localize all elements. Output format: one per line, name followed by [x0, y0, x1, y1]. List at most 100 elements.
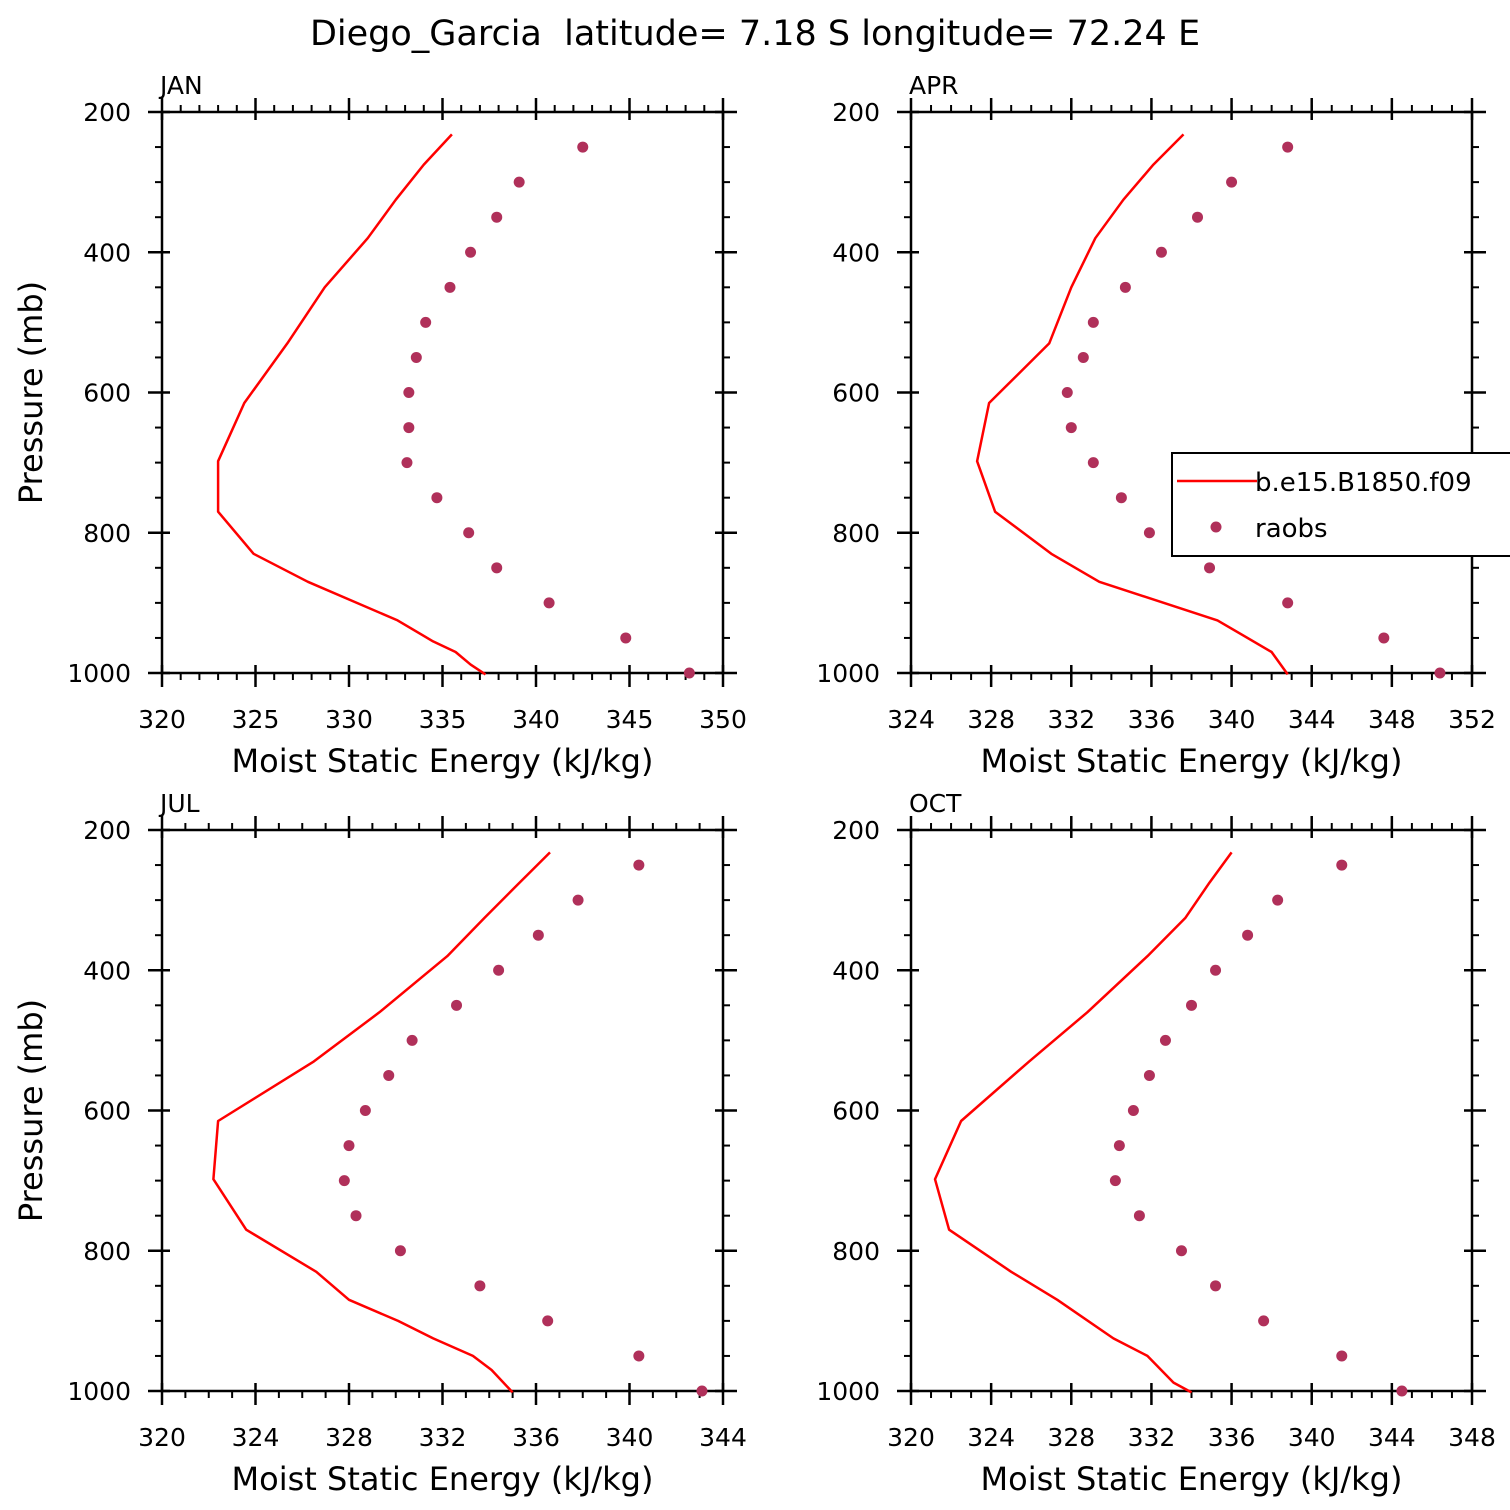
raobs-point	[359, 1105, 371, 1116]
x-tick-label: 320	[138, 705, 186, 734]
raobs-point	[543, 597, 555, 609]
raobs-point	[1282, 141, 1294, 153]
x-tick-label: 344	[699, 1423, 747, 1452]
y-axis-label: Pressure (mb)	[12, 281, 50, 504]
raobs-point	[1115, 492, 1127, 504]
y-tick-label: 200	[832, 816, 880, 845]
raobs-point	[491, 211, 503, 223]
panel-label-jul: JUL	[158, 789, 200, 818]
x-axis-label: Moist Static Energy (kJ/kg)	[981, 742, 1403, 780]
raobs-point	[451, 999, 463, 1011]
y-axis-label: Pressure (mb)	[12, 999, 50, 1222]
model-line-jan	[216, 133, 487, 676]
raobs-point	[1133, 1210, 1145, 1222]
model-line-jul	[212, 851, 551, 1394]
y-tick-label: 800	[832, 1237, 880, 1266]
raobs-point	[1282, 597, 1294, 609]
model-line-apr	[975, 133, 1289, 676]
y-tick-label: 800	[83, 1237, 131, 1266]
raobs-point	[1113, 1140, 1125, 1152]
y-tick-label: 800	[83, 519, 131, 548]
x-tick-label: 320	[138, 1423, 186, 1452]
raobs-point	[350, 1210, 362, 1222]
raobs-point	[1119, 281, 1131, 293]
figure-title: Diego_Garcia latitude= 7.18 S longitude=…	[310, 14, 1200, 54]
raobs-point	[1175, 1245, 1187, 1257]
raobs-point	[406, 1034, 418, 1046]
x-tick-label: 348	[1448, 1423, 1496, 1452]
model-line-oct	[933, 851, 1233, 1394]
raobs-point	[403, 422, 415, 434]
x-tick-label: 352	[1448, 705, 1496, 734]
raobs-point	[1210, 964, 1222, 976]
x-axis-label: Moist Static Energy (kJ/kg)	[981, 1460, 1403, 1498]
raobs-point	[403, 387, 415, 398]
x-tick-label: 332	[419, 1423, 467, 1452]
raobs-point	[683, 667, 695, 679]
x-tick-label: 344	[1288, 705, 1336, 734]
raobs-point	[1143, 1069, 1155, 1081]
panel-oct: 320 324 328 332 336 340 344 348 200 400 600 800 1000…	[816, 789, 1495, 1498]
raobs-point	[444, 281, 456, 293]
raobs-point	[1378, 632, 1390, 644]
legend-dot-swatch	[1210, 521, 1222, 533]
panel-label-apr: APR	[909, 71, 959, 100]
y-tick-label: 1000	[816, 659, 880, 688]
x-axis-label: Moist Static Energy (kJ/kg)	[232, 1460, 654, 1498]
x-tick-label: 350	[699, 705, 747, 734]
y-tick-label: 400	[83, 956, 131, 985]
y-tick-label: 200	[83, 98, 131, 127]
raobs-point	[1065, 422, 1077, 434]
x-tick-label: 324	[967, 1423, 1015, 1452]
panel-label-oct: OCT	[909, 789, 962, 818]
y-tick-label: 400	[832, 956, 880, 985]
legend-entry-model: b.e15.B1850.f09	[1255, 468, 1472, 498]
y-tick-label: 1000	[67, 659, 131, 688]
legend-entry-raobs: raobs	[1255, 514, 1328, 544]
legend: b.e15.B1850.f09 raobs	[1171, 452, 1510, 557]
raobs-point	[1186, 999, 1197, 1011]
x-tick-label: 336	[512, 1423, 560, 1452]
raobs-point	[696, 1385, 708, 1397]
y-tick-label: 600	[832, 379, 880, 408]
raobs-point	[465, 246, 477, 258]
raobs-point	[542, 1315, 554, 1327]
x-tick-label: 340	[512, 705, 560, 734]
raobs-point	[1192, 211, 1204, 223]
raobs-point	[1258, 1315, 1270, 1327]
x-tick-label: 340	[606, 1423, 654, 1452]
raobs-point	[1159, 1034, 1171, 1046]
x-tick-label: 320	[887, 1423, 935, 1452]
x-tick-label: 328	[967, 705, 1015, 734]
raobs-point	[1127, 1105, 1139, 1116]
x-tick-label: 328	[325, 1423, 373, 1452]
raobs-point	[343, 1140, 355, 1152]
raobs-point	[1396, 1385, 1408, 1397]
raobs-point	[1087, 316, 1099, 328]
panel-label-jan: JAN	[158, 71, 203, 100]
raobs-point	[338, 1175, 350, 1187]
x-tick-label: 348	[1368, 705, 1416, 734]
raobs-point	[633, 1350, 645, 1362]
x-tick-label: 330	[325, 705, 373, 734]
raobs-point	[1226, 176, 1238, 188]
y-tick-label: 200	[832, 98, 880, 127]
panel-jul: 320 324 328 332 336 340 344 200 400 600 800 1000 JUL…	[12, 789, 747, 1498]
raobs-point	[493, 964, 505, 976]
raobs-point	[401, 457, 413, 469]
y-tick-label: 1000	[816, 1377, 880, 1406]
raobs-point	[491, 562, 503, 574]
raobs-point	[463, 527, 475, 539]
raobs-point	[474, 1280, 486, 1292]
y-tick-label: 200	[83, 816, 131, 845]
raobs-point	[633, 859, 645, 871]
x-tick-label: 332	[1128, 1423, 1176, 1452]
raobs-point	[513, 176, 525, 188]
x-tick-label: 328	[1047, 1423, 1095, 1452]
raobs-point	[1087, 457, 1099, 469]
panel-jan: 320 325 330 335 340 345 350 200 400 600 800 1000 JAN…	[12, 71, 747, 780]
x-tick-label: 340	[1288, 1423, 1336, 1452]
raobs-point	[572, 894, 584, 906]
x-axis-label: Moist Static Energy (kJ/kg)	[232, 742, 654, 780]
